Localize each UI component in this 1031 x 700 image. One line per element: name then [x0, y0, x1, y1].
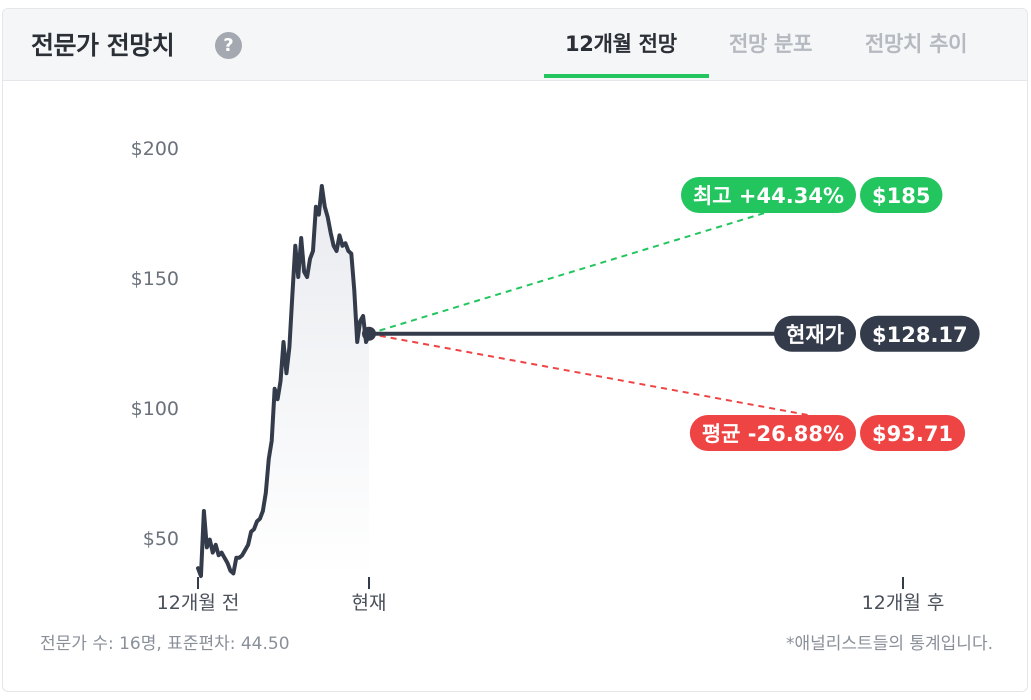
price-area	[198, 186, 369, 577]
forecast-chart: $200 $150 $100 $50 12개월 전 현재 12개월 후 $185 최고 +44.…	[131, 138, 980, 614]
projection-value-pill	[860, 177, 943, 213]
average-projection-line	[368, 332, 854, 425]
tab-forecast-trend[interactable]: 전망치 추이	[865, 32, 968, 56]
projection-label-pill-text: 최고 +44.34%	[693, 184, 844, 208]
projection-value-pill-text: $93.71	[872, 422, 953, 446]
projection-label-pill-text: 현재가	[786, 323, 845, 347]
analyst-count-text: 전문가 수: 16명, 표준편차: 44.50	[40, 634, 290, 654]
y-tick-label: $100	[131, 398, 179, 420]
statistics-note: *애널리스트들의 통계입니다.	[786, 634, 993, 654]
projection-value-pill-text: $185	[872, 184, 930, 208]
analyst-forecast-card: 전문가 전망치 ? 12개월 전망 전망 분포 전망치 추이 $200 $150 $…	[2, 8, 1028, 692]
price-history-line	[196, 184, 371, 578]
tab-forecast-distribution[interactable]: 전망 분포	[729, 32, 813, 56]
projection-label-pill-text: 평균 -26.88%	[702, 422, 844, 446]
active-tab-indicator	[544, 74, 709, 78]
projection-label-pill	[680, 177, 856, 213]
current-price-point	[362, 326, 376, 341]
y-tick-label: $150	[131, 268, 179, 290]
card-title: 전문가 전망치	[31, 31, 175, 60]
projection-value-pill	[860, 315, 980, 352]
x-tick-label: 12개월 후	[862, 592, 945, 614]
projection-value-pill	[860, 415, 966, 451]
projection-value-pill-text: $128.17	[872, 323, 968, 347]
help-icon[interactable]: ?	[215, 32, 242, 59]
y-tick-label: $200	[131, 138, 179, 160]
projection-label-pill	[689, 415, 856, 451]
tab-12-month-forecast[interactable]: 12개월 전망	[565, 32, 677, 56]
x-tick-label: 12개월 전	[157, 592, 240, 614]
y-tick-label: $50	[143, 528, 179, 550]
projection-label-pill	[774, 315, 856, 352]
x-tick-label: 현재	[352, 592, 387, 614]
card-header: 전문가 전망치 ? 12개월 전망 전망 분포 전망치 추이	[3, 9, 1027, 81]
